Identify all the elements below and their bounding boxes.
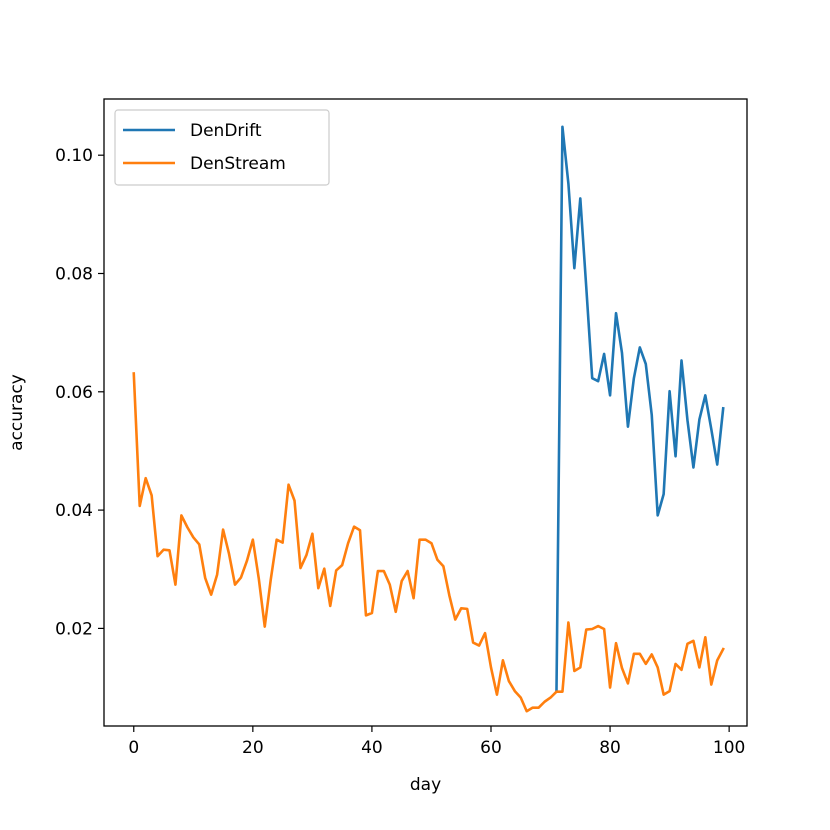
y-axis-label: accuracy — [7, 374, 27, 451]
x-tick-label: 60 — [480, 738, 502, 758]
x-axis-label: day — [410, 775, 441, 795]
legend-label-denstream: DenStream — [190, 154, 286, 174]
series-line-dendrift — [555, 125, 725, 694]
y-axis: 0.02 0.04 0.06 0.08 0.10 — [55, 146, 104, 639]
y-tick-label: 0.08 — [55, 264, 93, 284]
x-tick-label: 80 — [599, 738, 621, 758]
legend: DenDrift DenStream — [114, 109, 330, 186]
x-tick-label: 100 — [713, 738, 745, 758]
x-tick-label: 20 — [242, 738, 264, 758]
x-tick-label: 40 — [361, 738, 383, 758]
x-tick-label: 0 — [128, 738, 139, 758]
y-tick-label: 0.10 — [55, 146, 93, 166]
series-layer — [132, 125, 725, 713]
y-tick-label: 0.02 — [55, 619, 93, 639]
x-axis: 0 20 40 60 80 100 — [128, 726, 745, 758]
legend-label-dendrift: DenDrift — [190, 121, 262, 141]
y-tick-label: 0.06 — [55, 383, 93, 403]
y-tick-label: 0.04 — [55, 501, 93, 521]
series-line-denstream — [132, 372, 725, 713]
plot-area-frame — [103, 98, 748, 727]
